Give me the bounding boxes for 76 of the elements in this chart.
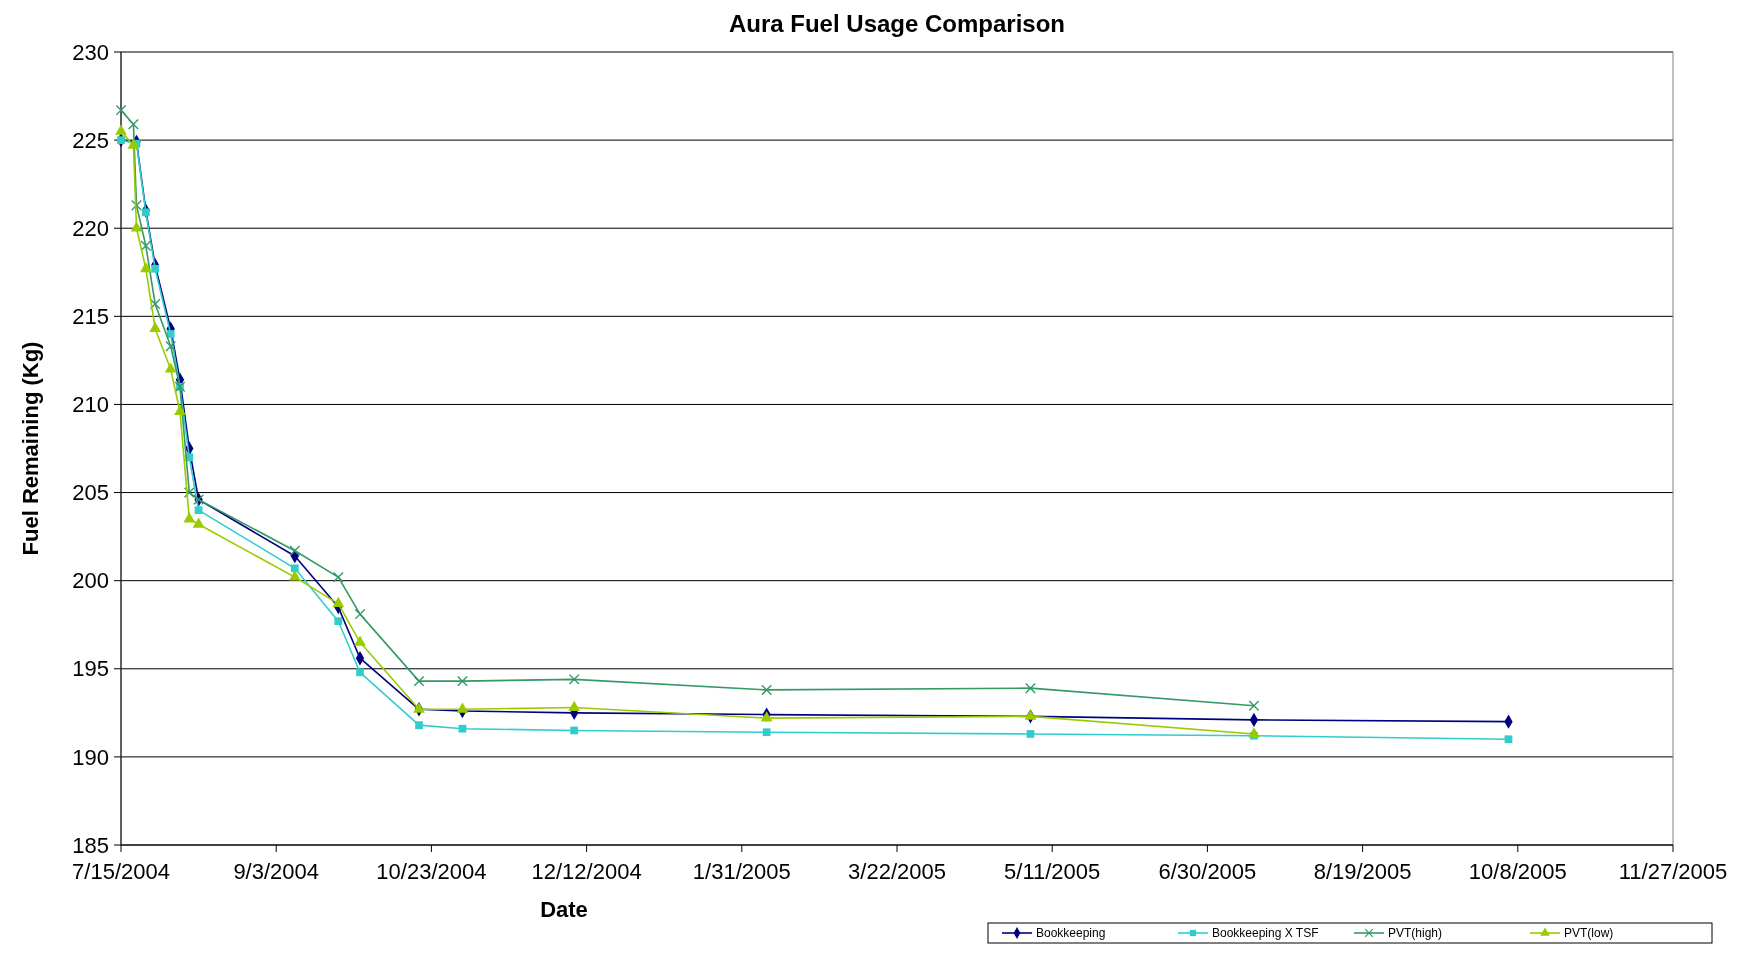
y-tick-label: 195	[72, 656, 109, 682]
point	[149, 298, 161, 310]
x-tick-label: 10/8/2005	[1468, 859, 1567, 884]
point	[334, 617, 343, 626]
legend-label: PVT(high)	[1388, 926, 1443, 941]
point	[1026, 730, 1035, 738]
point	[354, 635, 366, 646]
legend-label: PVT(low)	[1564, 926, 1614, 941]
point	[139, 261, 152, 273]
x-tick-label: 10/23/2004	[376, 859, 487, 884]
y-tick-label: 205	[72, 480, 109, 506]
y-tick-label: 215	[72, 304, 109, 330]
y-tick-label: 225	[72, 127, 109, 153]
x-tick-label: 11/27/2005	[1618, 859, 1728, 884]
point	[413, 702, 425, 713]
chart-title: Aura Fuel Usage Comparison	[728, 10, 1066, 37]
point	[164, 362, 177, 373]
x-axis-title: Date	[540, 897, 588, 922]
point	[140, 240, 152, 252]
point	[413, 675, 425, 687]
point	[1025, 682, 1036, 694]
point	[117, 136, 125, 144]
x-tick-label: 8/19/2005	[1313, 859, 1412, 884]
point	[289, 545, 301, 557]
point	[165, 340, 177, 352]
point	[151, 264, 160, 273]
point	[194, 506, 203, 515]
point	[332, 571, 344, 583]
y-tick-label: 190	[72, 744, 109, 770]
y-axis-title: Fuel Remaining (Kg)	[18, 341, 43, 556]
point	[354, 608, 366, 620]
point	[762, 728, 771, 737]
point	[1248, 700, 1260, 712]
point	[290, 564, 299, 573]
point	[456, 702, 469, 713]
point	[1248, 727, 1260, 738]
y-tick-label: 220	[72, 215, 109, 241]
point	[332, 596, 345, 607]
y-tick-label: 230	[72, 39, 109, 65]
point	[760, 711, 773, 722]
legend-label: Bookkeeping X TSF	[1212, 926, 1319, 941]
x-tick-label: 7/15/2004	[72, 859, 170, 884]
x-tick-label: 12/12/2004	[531, 859, 642, 884]
point	[1024, 709, 1037, 720]
legend-label: Bookkeeping	[1036, 926, 1106, 941]
point	[192, 517, 205, 528]
point	[570, 726, 579, 735]
point	[457, 675, 468, 687]
x-tick-label: 1/31/2005	[692, 859, 791, 884]
point	[415, 721, 423, 730]
point	[141, 208, 150, 217]
point	[568, 700, 581, 711]
point	[127, 118, 139, 130]
point	[183, 512, 196, 523]
point	[131, 199, 142, 211]
point	[174, 404, 186, 415]
point	[568, 673, 580, 685]
y-tick-label: 210	[72, 392, 109, 418]
y-tick-label: 200	[72, 568, 109, 594]
point	[761, 684, 773, 696]
point	[127, 138, 140, 149]
point	[130, 221, 143, 232]
point	[149, 321, 162, 333]
point	[183, 487, 195, 498]
point	[166, 330, 175, 338]
x-tick-label: 9/3/2004	[233, 859, 320, 884]
x-tick-label: 3/22/2005	[848, 859, 946, 884]
x-tick-label: 5/11/2005	[1004, 859, 1101, 884]
point	[115, 124, 127, 135]
x-tick-label: 6/30/2005	[1158, 859, 1257, 884]
y-tick-label: 185	[72, 832, 109, 858]
point	[458, 724, 467, 733]
point	[115, 104, 127, 116]
point	[356, 668, 364, 677]
point	[1504, 735, 1513, 744]
point	[288, 570, 301, 581]
